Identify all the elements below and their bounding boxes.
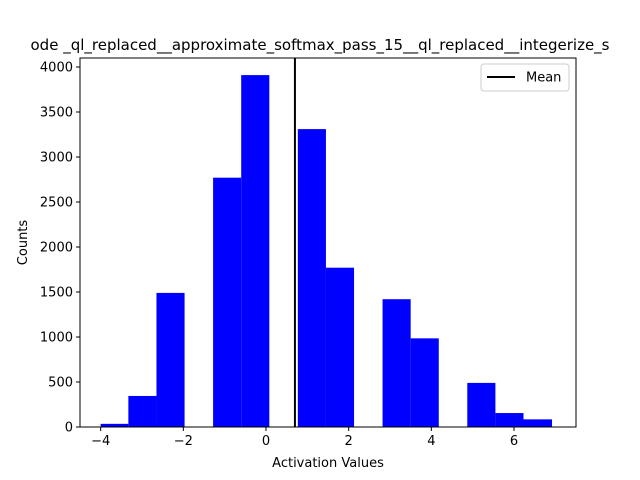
y-tick-label-4: 2000	[40, 241, 73, 256]
histogram-bar-2	[156, 292, 185, 427]
y-tick-label-8: 4000	[40, 61, 73, 76]
y-tick-label-3: 1500	[40, 286, 73, 301]
x-tick-label-1: −2	[174, 434, 193, 449]
y-tick-label-1: 500	[48, 376, 73, 391]
histogram-bar-15	[523, 419, 553, 427]
histogram-bar-11	[410, 338, 439, 427]
histogram-bar-8	[325, 267, 355, 427]
legend-mean-label: Mean	[526, 71, 561, 86]
x-tick-label-0: −4	[91, 434, 110, 449]
histogram-bar-4	[213, 177, 242, 427]
legend: Mean	[480, 63, 570, 92]
x-axis-label: Activation Values	[272, 456, 384, 471]
histogram-bar-14	[495, 413, 524, 427]
histogram-bars	[100, 75, 553, 427]
x-tick-label-2: 0	[262, 434, 270, 449]
y-tick-label-7: 3500	[40, 106, 73, 121]
x-tick-label-3: 2	[345, 434, 353, 449]
x-tick-label-5: 6	[510, 434, 518, 449]
histogram-bar-1	[128, 395, 157, 427]
histogram-bar-5	[241, 75, 270, 427]
histogram-bar-0	[100, 423, 129, 427]
histogram-bar-13	[467, 382, 496, 427]
y-tick-label-5: 2500	[40, 196, 73, 211]
x-axis-ticks: −4 −2 0 2 4 6	[91, 427, 518, 449]
x-tick-label-4: 4	[427, 434, 435, 449]
chart-title: ode _ql_replaced__approximate_softmax_pa…	[31, 36, 610, 55]
y-axis-ticks: 0 500 1000 1500 2000 2500 3000 3500 4000	[40, 61, 80, 436]
y-tick-label-6: 3000	[40, 151, 73, 166]
histogram-bar-7	[297, 129, 326, 427]
y-tick-label-2: 1000	[40, 331, 73, 346]
y-axis-label: Counts	[16, 220, 31, 266]
legend-box	[480, 63, 570, 92]
y-tick-label-0: 0	[65, 421, 73, 436]
histogram-bar-10	[382, 299, 411, 427]
plot-frame	[79, 57, 577, 428]
